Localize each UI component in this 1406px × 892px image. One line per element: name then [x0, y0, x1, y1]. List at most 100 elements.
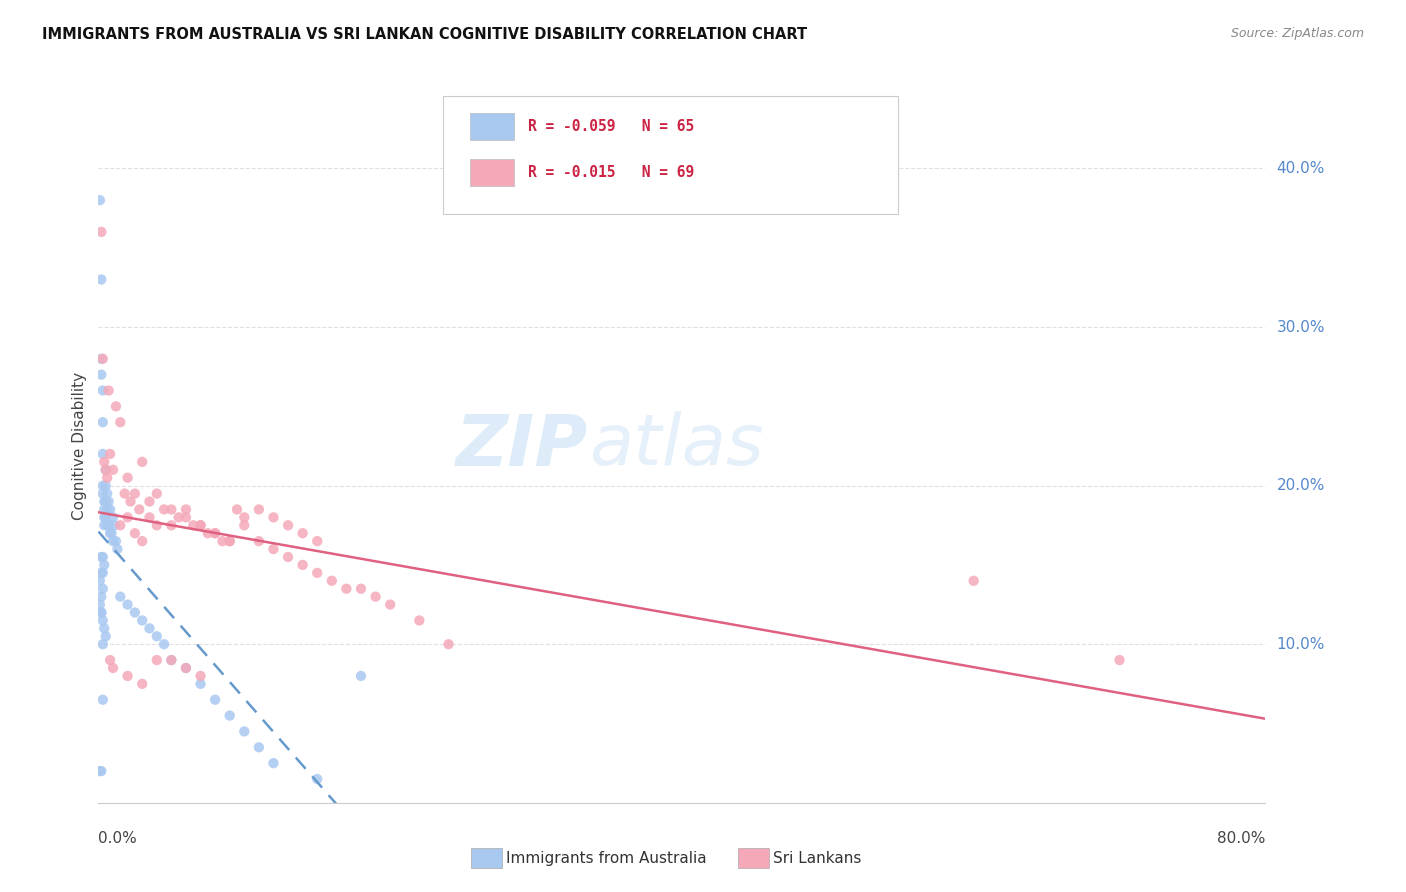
Point — [291, 558, 314, 572]
Point — [90, 606, 112, 620]
Point — [160, 502, 183, 516]
Text: 10.0%: 10.0% — [1277, 637, 1324, 652]
FancyBboxPatch shape — [470, 112, 513, 140]
Point — [138, 510, 160, 524]
Point — [233, 510, 256, 524]
Point — [98, 502, 121, 516]
Point — [93, 494, 115, 508]
Point — [291, 526, 314, 541]
Point — [204, 692, 226, 706]
Text: Source: ZipAtlas.com: Source: ZipAtlas.com — [1230, 27, 1364, 40]
Point — [105, 542, 128, 557]
Point — [124, 606, 146, 620]
Point — [91, 351, 114, 366]
Text: 20.0%: 20.0% — [1277, 478, 1324, 493]
Point — [174, 510, 197, 524]
Point — [91, 384, 114, 398]
Point — [131, 614, 153, 628]
Point — [146, 518, 169, 533]
FancyBboxPatch shape — [443, 96, 898, 214]
Point — [160, 653, 183, 667]
Point — [114, 486, 136, 500]
Point — [90, 225, 112, 239]
Point — [101, 510, 124, 524]
Point — [91, 447, 114, 461]
Point — [321, 574, 343, 588]
Point — [262, 510, 284, 524]
Point — [110, 415, 132, 429]
Point — [307, 566, 329, 580]
Point — [96, 518, 118, 533]
Point — [91, 415, 114, 429]
Point — [204, 526, 226, 541]
Text: Immigrants from Australia: Immigrants from Australia — [506, 851, 707, 865]
Point — [94, 629, 117, 643]
Point — [262, 756, 284, 771]
Point — [103, 518, 125, 533]
FancyBboxPatch shape — [470, 159, 513, 186]
Point — [233, 724, 256, 739]
Point — [307, 772, 329, 786]
Point — [98, 653, 121, 667]
Point — [94, 463, 117, 477]
Point — [89, 193, 111, 207]
Point — [94, 494, 117, 508]
Point — [94, 510, 117, 524]
Point — [350, 669, 373, 683]
Text: Sri Lankans: Sri Lankans — [773, 851, 862, 865]
Point — [262, 542, 284, 557]
Point — [97, 384, 120, 398]
Point — [204, 526, 226, 541]
Point — [364, 590, 387, 604]
Point — [91, 478, 114, 492]
Point — [153, 502, 176, 516]
Point — [218, 534, 240, 549]
Point — [335, 582, 357, 596]
Point — [96, 471, 118, 485]
Point — [89, 598, 111, 612]
Point — [160, 653, 183, 667]
Point — [101, 661, 124, 675]
Point — [307, 534, 329, 549]
Point — [94, 463, 117, 477]
Point — [89, 574, 111, 588]
Point — [90, 590, 112, 604]
Point — [167, 510, 190, 524]
Point — [160, 518, 183, 533]
Point — [98, 526, 121, 541]
Point — [277, 549, 299, 564]
Point — [93, 518, 115, 533]
Point — [98, 447, 121, 461]
Point — [90, 606, 112, 620]
Text: 30.0%: 30.0% — [1277, 319, 1324, 334]
Point — [138, 494, 160, 508]
Point — [90, 272, 112, 286]
Point — [101, 463, 124, 477]
Point — [153, 637, 176, 651]
Point — [962, 574, 984, 588]
Point — [146, 653, 169, 667]
Point — [91, 566, 114, 580]
Point — [233, 518, 256, 533]
Point — [146, 486, 169, 500]
Point — [117, 510, 139, 524]
Text: 40.0%: 40.0% — [1277, 161, 1324, 176]
Point — [197, 526, 219, 541]
Point — [174, 502, 197, 516]
Point — [378, 598, 402, 612]
Point — [138, 621, 160, 635]
Point — [174, 661, 197, 675]
Point — [128, 502, 150, 516]
Point — [277, 518, 299, 533]
Point — [93, 621, 115, 635]
Point — [174, 661, 197, 675]
Point — [93, 558, 115, 572]
Point — [181, 518, 204, 533]
Point — [1108, 653, 1130, 667]
Point — [91, 582, 114, 596]
Point — [110, 590, 132, 604]
Point — [146, 629, 169, 643]
Text: atlas: atlas — [589, 411, 763, 481]
Point — [350, 582, 373, 596]
Point — [110, 518, 132, 533]
